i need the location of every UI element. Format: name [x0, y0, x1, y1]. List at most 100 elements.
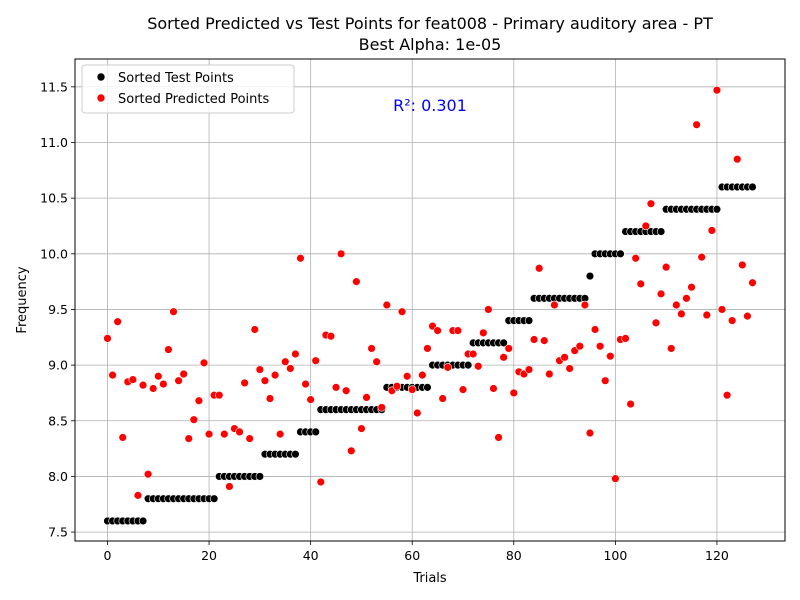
test-point	[748, 182, 757, 192]
predicted-point	[494, 433, 503, 442]
predicted-point	[560, 353, 569, 362]
x-tick-label: 0	[104, 548, 112, 563]
predicted-point	[179, 369, 188, 379]
predicted-points	[103, 85, 757, 500]
predicted-point	[128, 375, 138, 384]
predicted-point	[301, 379, 310, 389]
chart-subtitle: Best Alpha: 1e-05	[359, 35, 502, 54]
predicted-point	[682, 294, 691, 303]
predicted-point	[402, 372, 412, 381]
predicted-point	[484, 305, 493, 314]
predicted-point	[611, 474, 620, 483]
predicted-point	[199, 358, 209, 368]
predicted-point	[529, 335, 539, 344]
plot-frame	[74, 58, 786, 542]
predicted-point	[413, 408, 422, 418]
x-tick-label: 120	[705, 548, 729, 563]
legend: Sorted Test Points Sorted Predicted Poin…	[81, 64, 295, 114]
predicted-point	[499, 353, 508, 362]
test-point	[656, 227, 666, 236]
x-tick-label: 40	[303, 548, 319, 563]
predicted-point	[204, 429, 214, 439]
predicted-point	[357, 424, 366, 433]
test-point	[712, 205, 722, 214]
r-squared-annotation: R²: 0.301	[393, 96, 467, 115]
test-point	[463, 360, 473, 370]
predicted-point	[235, 427, 244, 437]
predicted-point	[250, 325, 259, 334]
predicted-point	[418, 370, 427, 380]
predicted-point	[408, 385, 417, 394]
test-point	[311, 427, 320, 437]
predicted-point	[580, 300, 590, 310]
y-tick-label: 8.0	[48, 469, 68, 484]
predicted-point	[138, 380, 148, 390]
test-point	[291, 449, 300, 459]
predicted-point	[174, 376, 183, 385]
predicted-point	[377, 403, 386, 412]
predicted-point	[646, 199, 656, 208]
predicted-point	[702, 310, 711, 320]
predicted-point	[154, 372, 163, 381]
predicted-point	[601, 376, 610, 385]
legend-label-test: Sorted Test Points	[118, 71, 234, 86]
predicted-point	[504, 344, 513, 353]
predicted-point	[468, 349, 478, 359]
predicted-point	[372, 357, 381, 366]
predicted-point	[641, 221, 651, 231]
predicted-point	[651, 318, 661, 328]
predicted-point	[697, 252, 706, 262]
predicted-point	[255, 365, 265, 374]
predicted-point	[636, 279, 645, 289]
predicted-point	[743, 311, 752, 321]
predicted-point	[367, 344, 376, 353]
predicted-point	[347, 446, 356, 456]
predicted-point	[336, 249, 346, 259]
predicted-point	[113, 317, 122, 326]
predicted-point	[550, 300, 559, 310]
predicted-point	[667, 344, 676, 353]
test-point	[585, 271, 595, 281]
predicted-point	[524, 365, 534, 374]
predicted-point	[240, 378, 249, 388]
predicted-point	[656, 289, 666, 299]
predicted-point	[727, 316, 737, 325]
predicted-point	[362, 393, 371, 402]
predicted-point	[423, 344, 432, 353]
predicted-point	[164, 345, 173, 354]
axis-ticks: 0 20 40 60 80 100 120 7.5 8.0 8.5 9.0 9.5 10.0 10.5 11…	[40, 79, 729, 563]
predicted-point	[296, 254, 305, 263]
predicted-point	[545, 369, 554, 379]
test-points	[103, 182, 757, 526]
predicted-point	[585, 428, 595, 438]
predicted-point	[311, 356, 320, 365]
predicted-point	[286, 364, 295, 373]
predicted-point	[677, 309, 686, 319]
predicted-point	[590, 325, 600, 334]
predicted-point	[474, 362, 483, 371]
predicted-point	[534, 264, 544, 273]
test-point	[616, 249, 625, 259]
predicted-point	[738, 260, 747, 270]
test-point	[138, 516, 148, 526]
predicted-point	[661, 262, 671, 272]
predicted-point	[260, 376, 270, 385]
test-point	[209, 494, 219, 503]
predicted-point	[443, 363, 452, 372]
predicted-point	[722, 390, 732, 400]
x-axis-label: Trials	[412, 571, 447, 586]
predicted-point	[712, 85, 722, 95]
predicted-point	[717, 305, 727, 314]
x-tick-label: 60	[404, 548, 420, 563]
predicted-point	[687, 283, 696, 292]
predicted-point	[326, 331, 336, 341]
predicted-point	[458, 385, 468, 394]
predicted-point	[392, 382, 402, 391]
predicted-point	[595, 342, 605, 351]
predicted-point	[118, 433, 127, 442]
predicted-point	[438, 394, 447, 403]
predicted-point	[281, 357, 290, 366]
predicted-point	[189, 415, 199, 424]
predicted-point	[479, 328, 488, 338]
predicted-point	[397, 307, 407, 316]
